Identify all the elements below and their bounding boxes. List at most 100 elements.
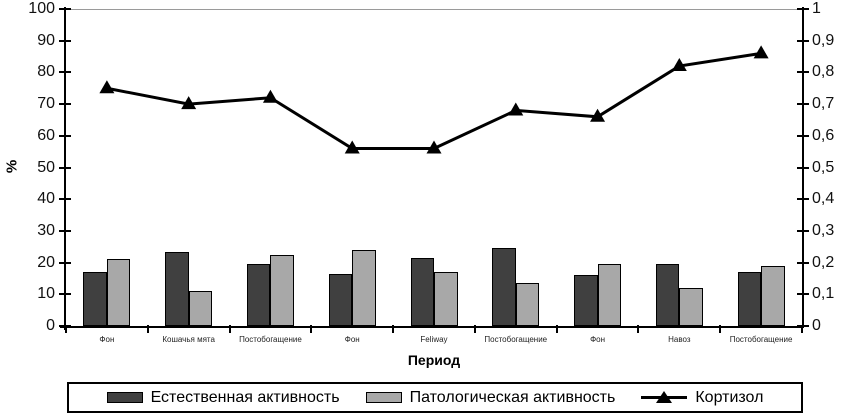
left-axis-line <box>64 7 66 330</box>
bar-pathological-activity <box>352 249 376 326</box>
legend-item-cortisol: Кортизол <box>641 389 763 407</box>
x-axis-tick <box>228 325 231 333</box>
right-axis-tick-label: 0,5 <box>812 158 835 176</box>
cortisol-marker <box>590 108 606 122</box>
left-axis-tick-label: 80 <box>37 63 55 81</box>
left-axis-tick <box>59 103 71 106</box>
left-axis-tick-label: 0 <box>46 317 55 334</box>
bar-pathological-activity <box>761 265 785 326</box>
legend-label: Кортизол <box>695 388 764 406</box>
top-gridline <box>66 9 802 10</box>
bar-natural-activity <box>83 272 107 326</box>
bar-natural-activity <box>492 248 516 326</box>
cortisol-marker <box>426 140 442 154</box>
left-axis-tick-label: 30 <box>37 221 55 239</box>
x-axis-tick <box>473 325 476 333</box>
left-axis-tick-label: 40 <box>37 190 55 208</box>
bar-natural-activity <box>165 251 189 326</box>
left-axis-tick <box>59 293 71 296</box>
right-axis-tick <box>797 134 809 137</box>
cortisol-marker <box>753 45 769 59</box>
cortisol-marker <box>508 102 524 116</box>
right-axis-tick <box>797 8 809 10</box>
right-axis-tick-label: 0 <box>812 317 821 334</box>
x-axis-tick <box>637 325 640 333</box>
left-axis-tick-label: 90 <box>37 31 55 49</box>
left-axis-tick <box>59 198 71 201</box>
right-axis-tick-label: 0,7 <box>812 95 835 113</box>
legend-label: Патологическая активность <box>409 388 616 406</box>
x-axis-category-label: Кошачья мята <box>162 335 215 344</box>
x-axis-category-label: Постобогащение <box>239 335 302 344</box>
legend-line-marker <box>641 391 688 404</box>
x-axis-category-label: Постобогащение <box>729 335 793 344</box>
bottom-axis-line <box>60 326 804 328</box>
left-axis-tick-label: 100 <box>28 0 55 17</box>
bar-natural-activity <box>737 272 762 326</box>
bar-pathological-activity <box>106 259 131 326</box>
x-axis-tick <box>146 325 149 333</box>
x-axis-title: Период <box>407 352 461 368</box>
x-axis-tick <box>719 325 722 333</box>
right-axis-tick <box>797 71 809 74</box>
bar-pathological-activity <box>434 272 458 326</box>
cortisol-marker <box>671 58 687 72</box>
left-axis-tick-label: 20 <box>37 253 55 271</box>
bar-pathological-activity <box>270 254 294 326</box>
cortisol-marker <box>99 80 115 94</box>
right-axis-tick <box>797 325 809 327</box>
legend-label: Естественная активность <box>150 388 340 406</box>
x-axis-tick <box>555 325 558 333</box>
left-axis-tick <box>59 71 71 74</box>
right-axis-tick-label: 0,6 <box>812 126 835 144</box>
right-axis-tick-label: 0,2 <box>812 253 835 271</box>
right-axis-tick <box>797 103 809 106</box>
right-axis-tick-label: 0,9 <box>812 31 835 49</box>
bar-pathological-activity <box>679 287 703 326</box>
left-axis-tick-label: 10 <box>37 285 55 303</box>
y-axis-title: % <box>3 159 21 174</box>
bar-natural-activity <box>328 273 353 326</box>
right-axis-tick <box>797 229 809 232</box>
x-axis-category-label: Фон <box>590 335 606 344</box>
left-axis-tick-label: 70 <box>37 95 55 113</box>
bar-natural-activity <box>574 275 598 326</box>
bar-pathological-activity <box>597 264 622 326</box>
left-axis-tick <box>59 166 71 169</box>
left-axis-tick-label: 50 <box>37 158 55 176</box>
right-axis-tick <box>797 293 809 296</box>
right-axis-tick <box>797 166 809 169</box>
x-axis-category-label: Фон <box>344 335 360 344</box>
x-axis-tick <box>310 325 313 333</box>
legend-swatch <box>365 392 402 403</box>
right-axis-tick <box>797 39 809 42</box>
bar-natural-activity <box>655 264 680 326</box>
right-axis-tick-label: 0,4 <box>812 190 835 208</box>
cortisol-marker <box>181 96 197 110</box>
x-axis-category-label: Feliway <box>420 335 448 344</box>
legend-swatch <box>106 392 143 403</box>
left-axis-tick <box>59 8 71 10</box>
right-axis-tick-label: 1 <box>812 0 821 17</box>
legend-item-natural-activity: Естественная активность <box>106 388 340 407</box>
cortisol-marker <box>344 140 360 154</box>
left-axis-tick <box>59 261 71 264</box>
right-axis-tick-label: 0,3 <box>812 221 835 239</box>
legend-item-pathological-activity: Патологическая активность <box>365 388 616 407</box>
right-axis-tick-label: 0,8 <box>812 63 835 81</box>
right-axis-tick <box>797 198 809 201</box>
x-axis-tick <box>65 325 67 333</box>
x-axis-category-label: Навоз <box>668 335 691 344</box>
bar-pathological-activity <box>188 291 213 326</box>
bar-natural-activity <box>410 257 434 326</box>
right-axis-tick-label: 0,1 <box>812 285 835 303</box>
legend: Естественная активность Патологическая ак… <box>67 382 803 413</box>
left-axis-tick-label: 60 <box>37 126 55 144</box>
left-axis-tick <box>59 134 71 137</box>
x-axis-tick <box>801 325 803 333</box>
x-axis-tick <box>392 325 395 333</box>
cortisol-marker <box>262 89 278 103</box>
x-axis-category-label: Постобогащение <box>484 335 548 344</box>
left-axis-tick <box>59 39 71 42</box>
